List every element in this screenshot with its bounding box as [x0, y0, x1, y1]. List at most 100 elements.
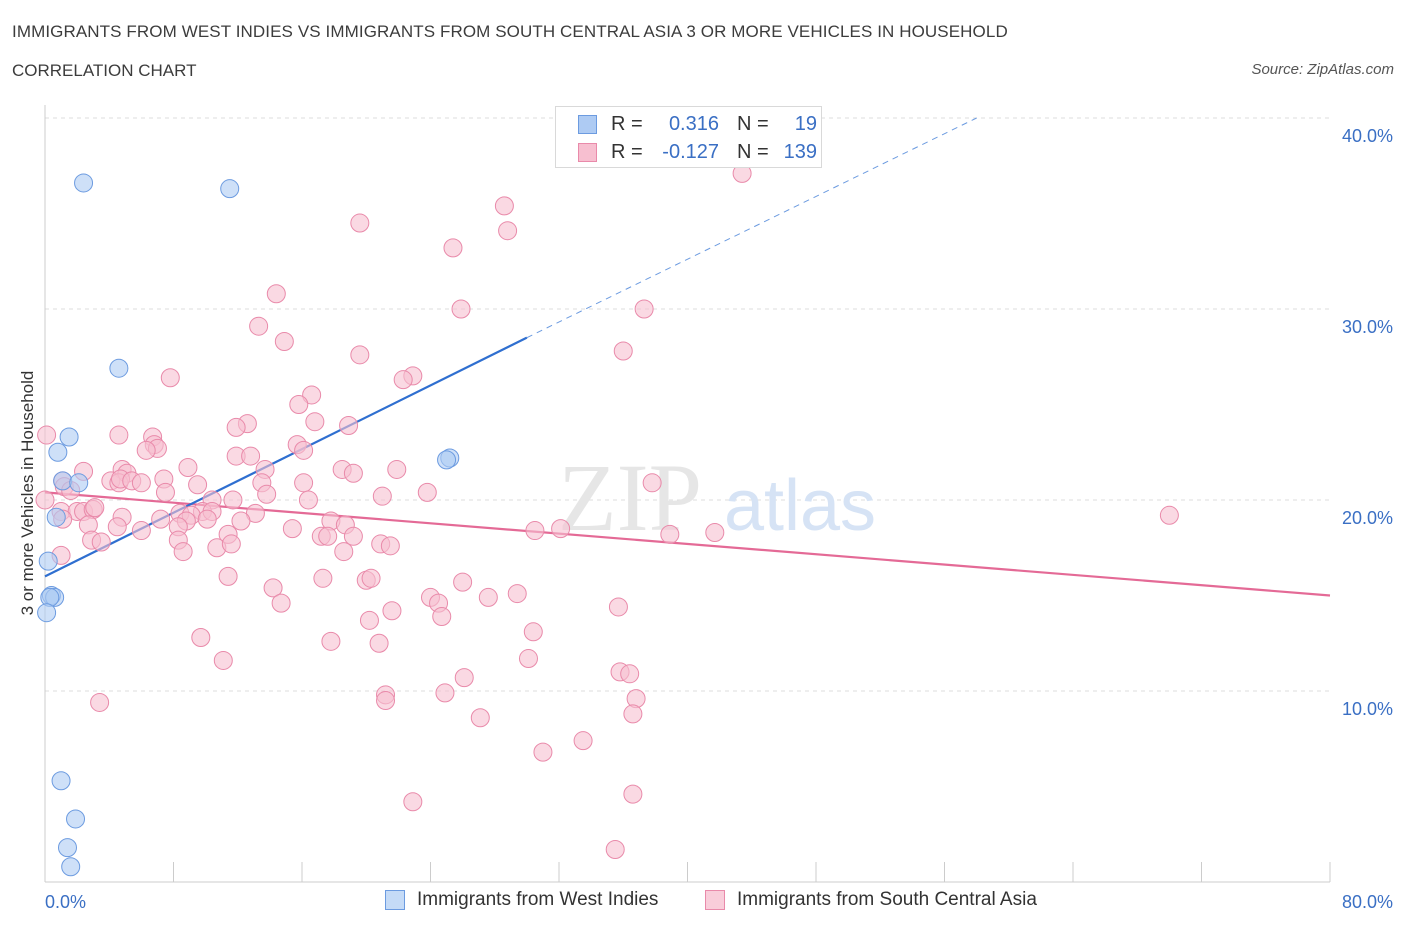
r-value: 0.316	[668, 112, 719, 135]
blue-swatch	[385, 890, 405, 910]
blue-point	[220, 179, 240, 199]
blue-point	[109, 358, 129, 378]
pink-point	[634, 299, 654, 319]
pink-point	[213, 650, 233, 670]
pink-point	[294, 473, 314, 493]
x-tick-label: 80.0%	[1342, 892, 1393, 912]
pink-point	[197, 509, 217, 529]
pink-point	[608, 597, 628, 617]
blue-trend-line	[44, 336, 528, 578]
pink-point	[350, 213, 370, 233]
n-value: 139	[783, 140, 817, 163]
chart-title: IMMIGRANTS FROM WEST INDIES VS IMMIGRANT…	[12, 22, 1008, 41]
pink-point	[305, 412, 325, 432]
pink-point	[533, 742, 553, 762]
blue-point	[57, 838, 77, 858]
x-tick-label: 0.0%	[45, 892, 86, 912]
blue-point	[437, 450, 457, 470]
blue-point	[69, 473, 89, 493]
pink-point	[266, 284, 286, 304]
pink-point	[453, 572, 473, 592]
pink-point	[173, 542, 193, 562]
pink-point	[131, 473, 151, 493]
y-tick-label: 20.0%	[1342, 508, 1393, 528]
pink-point	[313, 568, 333, 588]
bottom-legend-south-central-asia: Immigrants from South Central Asia	[705, 889, 1037, 911]
chart-subtitle: CORRELATION CHART	[12, 61, 197, 80]
pink-swatch	[578, 142, 597, 162]
pink-point	[376, 691, 396, 711]
pink-point	[705, 522, 725, 542]
y-tick-label: 40.0%	[1342, 126, 1393, 146]
pink-point	[372, 486, 392, 506]
n-label: N =	[737, 140, 769, 163]
pink-point	[249, 316, 269, 336]
legend-label: Immigrants from South Central Asia	[737, 889, 1037, 910]
pink-point	[403, 792, 423, 812]
pink-point	[231, 511, 251, 531]
pink-point	[454, 668, 474, 688]
pink-point	[350, 345, 370, 365]
pink-point	[417, 482, 437, 502]
pink-point	[298, 490, 318, 510]
pink-point	[109, 425, 129, 445]
pink-point	[507, 584, 527, 604]
pink-point	[387, 459, 407, 479]
blue-point	[66, 809, 86, 829]
pink-point	[151, 509, 171, 529]
pink-point	[289, 395, 309, 414]
blue-swatch	[578, 114, 597, 134]
blue-point	[61, 857, 81, 877]
pink-point	[432, 607, 452, 627]
pink-point	[359, 610, 379, 630]
pink-point	[136, 440, 156, 460]
pink-point	[223, 490, 243, 510]
n-label: N =	[737, 112, 769, 135]
pink-point	[221, 534, 241, 554]
pink-point	[294, 440, 314, 460]
blue-point	[74, 173, 94, 193]
pink-point	[470, 708, 490, 728]
blue-point	[59, 427, 79, 447]
bottom-legend-west-indies: Immigrants from West Indies	[385, 889, 658, 911]
pink-point	[263, 578, 283, 598]
pink-point	[188, 475, 208, 495]
legend-row-south-central-asia: R = -0.127 N = 139	[578, 140, 817, 164]
pink-point	[498, 221, 518, 241]
blue-point	[53, 471, 73, 491]
pink-point	[318, 526, 338, 546]
pink-point	[620, 664, 640, 684]
pink-point	[518, 649, 538, 669]
pink-point	[435, 683, 455, 703]
blue-point	[37, 603, 57, 623]
blue-point	[48, 442, 68, 462]
blue-point	[51, 771, 71, 791]
blue-point	[46, 507, 66, 527]
pink-swatch	[705, 890, 725, 910]
legend-label: Immigrants from West Indies	[417, 889, 659, 910]
pink-point	[257, 484, 277, 504]
pink-point	[573, 731, 593, 751]
pink-point	[37, 425, 57, 445]
pink-point	[605, 840, 625, 860]
n-value: 19	[794, 112, 817, 135]
y-tick-label: 30.0%	[1342, 317, 1393, 337]
tick-labels: 10.0% 20.0% 30.0% 40.0% 0.0% 80.0%	[45, 126, 1393, 912]
blue-point	[38, 551, 58, 571]
pink-point	[339, 416, 359, 436]
pink-point	[551, 519, 571, 539]
pink-point	[131, 521, 151, 541]
pink-point	[478, 587, 498, 607]
pink-point	[380, 536, 400, 556]
pink-point	[321, 631, 341, 651]
pink-point	[613, 341, 633, 361]
r-value: -0.127	[662, 140, 719, 163]
pink-point	[343, 526, 363, 546]
pink-point	[241, 446, 261, 466]
pink-point	[642, 473, 662, 493]
correlation-legend: R = 0.316 N = 19 R = -0.127 N = 139	[555, 106, 822, 168]
y-axis-label: 3 or more Vehicles in Household	[18, 370, 37, 616]
pink-point	[160, 368, 180, 388]
pink-point	[623, 704, 643, 724]
